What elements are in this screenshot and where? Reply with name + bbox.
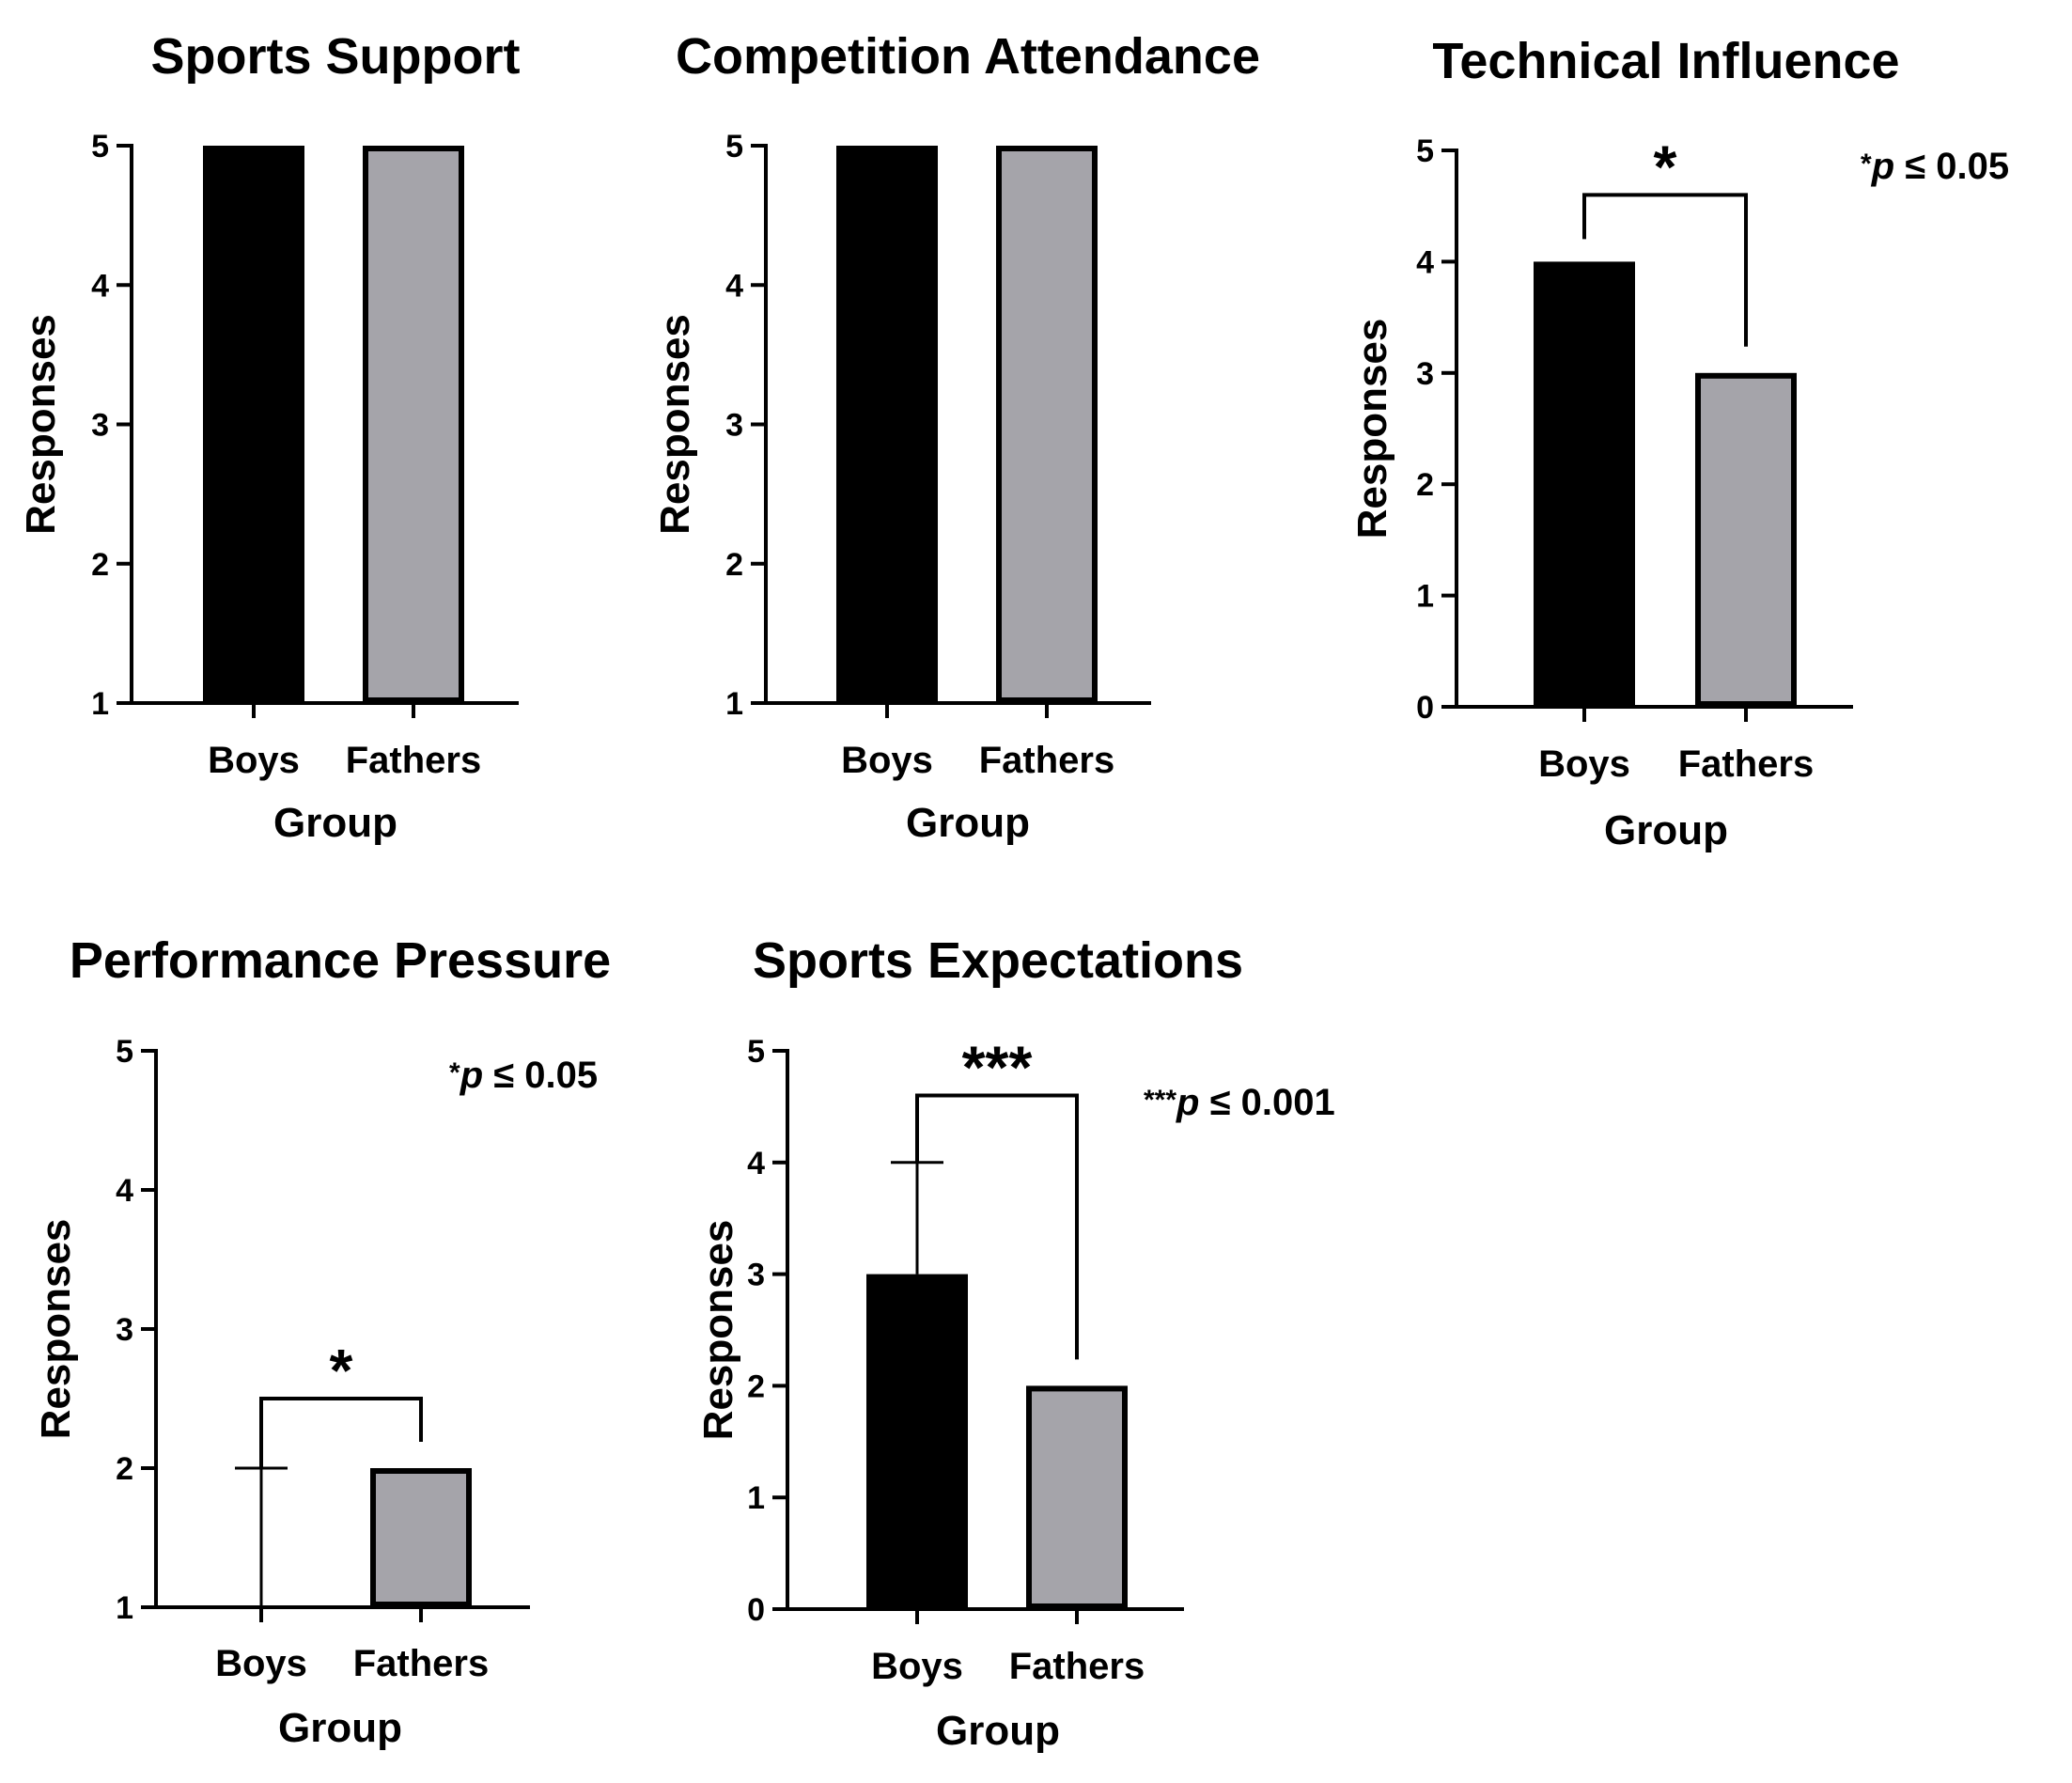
panel-3-p-note-prefix: * bbox=[1861, 149, 1872, 180]
panel-4-p-note-prefix: * bbox=[449, 1057, 460, 1088]
panel-2-ytick-label: 4 bbox=[725, 268, 743, 304]
panel-3-ytick-label: 3 bbox=[1416, 356, 1434, 392]
panel-4-xlabel: Group bbox=[278, 1705, 402, 1751]
panel-5-p-note: ***p ≤ 0.001 bbox=[1144, 1082, 1335, 1123]
panel-5-p-note-rest: ≤ 0.001 bbox=[1199, 1082, 1334, 1123]
panel-5-ytick-label: 1 bbox=[747, 1480, 765, 1516]
panel-3-ytick-label: 1 bbox=[1416, 579, 1434, 615]
panel-3-ylabel: Responses bbox=[1349, 319, 1395, 540]
panel-5-xtick-label: Boys bbox=[871, 1646, 963, 1687]
panel-3-bar-boys bbox=[1534, 261, 1635, 707]
panel-4-ylabel: Responses bbox=[33, 1219, 79, 1440]
panel-3-ytick-label: 2 bbox=[1416, 467, 1434, 503]
panel-4-ytick-label: 3 bbox=[116, 1312, 133, 1348]
panel-5-bar-boys bbox=[866, 1274, 968, 1609]
panel-1-ytick-label: 3 bbox=[91, 408, 109, 444]
panel-5-ylabel: Responses bbox=[695, 1220, 741, 1441]
panel-2-bar-boys bbox=[836, 146, 938, 703]
panel-5-title: Sports Expectations bbox=[753, 932, 1243, 989]
panel-4-ytick-label: 5 bbox=[116, 1034, 133, 1070]
panel-1-bar-boys bbox=[203, 146, 304, 703]
panel-3: Technical Influence 0 1 2 3 4 5 Boys Fathers Grou… bbox=[1349, 33, 2009, 853]
panel-5: Sports Expectations 0 1 2 3 4 5 Boys Fathers Grou… bbox=[695, 932, 1335, 1754]
panel-1-ytick-label: 2 bbox=[91, 547, 109, 583]
panel-5-ytick-label: 4 bbox=[747, 1146, 765, 1181]
panel-1-ytick-label: 4 bbox=[91, 268, 109, 304]
panel-1-bar-fathers bbox=[363, 146, 464, 703]
panel-2: Competition Attendance 1 2 3 4 5 Boys Fathers Gr… bbox=[652, 28, 1260, 846]
panel-3-bar-fathers bbox=[1695, 372, 1797, 707]
panel-2-title: Competition Attendance bbox=[676, 28, 1260, 85]
panel-1-ytick-label: 5 bbox=[91, 129, 109, 164]
panel-3-xlabel: Group bbox=[1604, 807, 1728, 853]
panel-5-xtick-label: Fathers bbox=[1009, 1646, 1145, 1687]
panel-5-significance-stars: *** bbox=[962, 1034, 1033, 1102]
panel-1-xlabel: Group bbox=[273, 800, 397, 846]
panel-4-ytick-label: 2 bbox=[116, 1451, 133, 1487]
panel-4-ytick-label: 1 bbox=[116, 1590, 133, 1626]
panel-1-title: Sports Support bbox=[151, 28, 521, 85]
panel-4-ytick-label: 4 bbox=[116, 1173, 133, 1209]
panel-2-bar-fathers bbox=[996, 146, 1098, 703]
panel-5-p-note-p: p bbox=[1176, 1082, 1199, 1123]
panel-1-ytick-label: 1 bbox=[91, 686, 109, 722]
panel-4-p-note: *p ≤ 0.05 bbox=[449, 1055, 598, 1096]
panel-5-significance-bracket bbox=[915, 1093, 1079, 1360]
panel-3-p-note-rest: ≤ 0.05 bbox=[1894, 146, 2009, 187]
panel-2-ytick-label: 1 bbox=[725, 686, 743, 722]
panel-4: Performance Pressure 1 2 3 4 5 Boys Fathers Grou… bbox=[33, 932, 611, 1751]
panel-5-xlabel: Group bbox=[936, 1708, 1060, 1754]
panel-4-xtick-label: Boys bbox=[215, 1643, 307, 1684]
panel-2-ytick-label: 3 bbox=[725, 408, 743, 444]
panel-4-xtick-label: Fathers bbox=[353, 1643, 490, 1684]
panel-2-ytick-label: 5 bbox=[725, 129, 743, 164]
panel-1-ylabel: Responses bbox=[18, 314, 64, 535]
panel-5-ytick-label: 0 bbox=[747, 1592, 765, 1628]
panel-4-significance-bracket bbox=[259, 1397, 423, 1468]
panel-5-ytick-label: 5 bbox=[747, 1034, 765, 1070]
panel-3-significance-stars: * bbox=[1654, 133, 1677, 200]
panel-3-p-note-p: p bbox=[1871, 146, 1894, 187]
panel-3-xtick-label: Boys bbox=[1538, 743, 1630, 785]
panel-5-ytick-label: 2 bbox=[747, 1369, 765, 1404]
panel-2-xlabel: Group bbox=[906, 800, 1030, 846]
panel-2-xtick-label: Boys bbox=[841, 740, 933, 781]
panel-3-ytick-label: 0 bbox=[1416, 690, 1434, 726]
panel-3-ytick-label: 5 bbox=[1416, 133, 1434, 169]
panel-4-title: Performance Pressure bbox=[70, 932, 611, 989]
panel-2-xtick-label: Fathers bbox=[979, 740, 1115, 781]
panel-3-ytick-label: 4 bbox=[1416, 244, 1434, 280]
panel-1-xtick-label: Fathers bbox=[346, 740, 482, 781]
panel-1: Sports Support 1 2 3 4 5 Boys Fathers Group Respo… bbox=[18, 28, 521, 846]
panel-3-p-note: *p ≤ 0.05 bbox=[1861, 146, 2009, 187]
panel-3-significance-bracket bbox=[1582, 193, 1748, 347]
panel-4-p-note-rest: ≤ 0.05 bbox=[483, 1055, 598, 1096]
panel-2-ylabel: Responses bbox=[652, 314, 698, 535]
panel-4-p-note-p: p bbox=[460, 1055, 483, 1096]
panel-4-significance-stars: * bbox=[330, 1337, 353, 1404]
panel-5-bar-fathers bbox=[1026, 1385, 1128, 1610]
panel-1-xtick-label: Boys bbox=[208, 740, 300, 781]
panel-4-bar-fathers bbox=[370, 1468, 472, 1607]
panel-5-ytick-label: 3 bbox=[747, 1258, 765, 1293]
panel-2-ytick-label: 2 bbox=[725, 547, 743, 583]
panel-3-xtick-label: Fathers bbox=[1678, 743, 1815, 785]
panel-3-title: Technical Influence bbox=[1432, 33, 1899, 89]
panel-5-p-note-prefix: *** bbox=[1144, 1085, 1176, 1116]
